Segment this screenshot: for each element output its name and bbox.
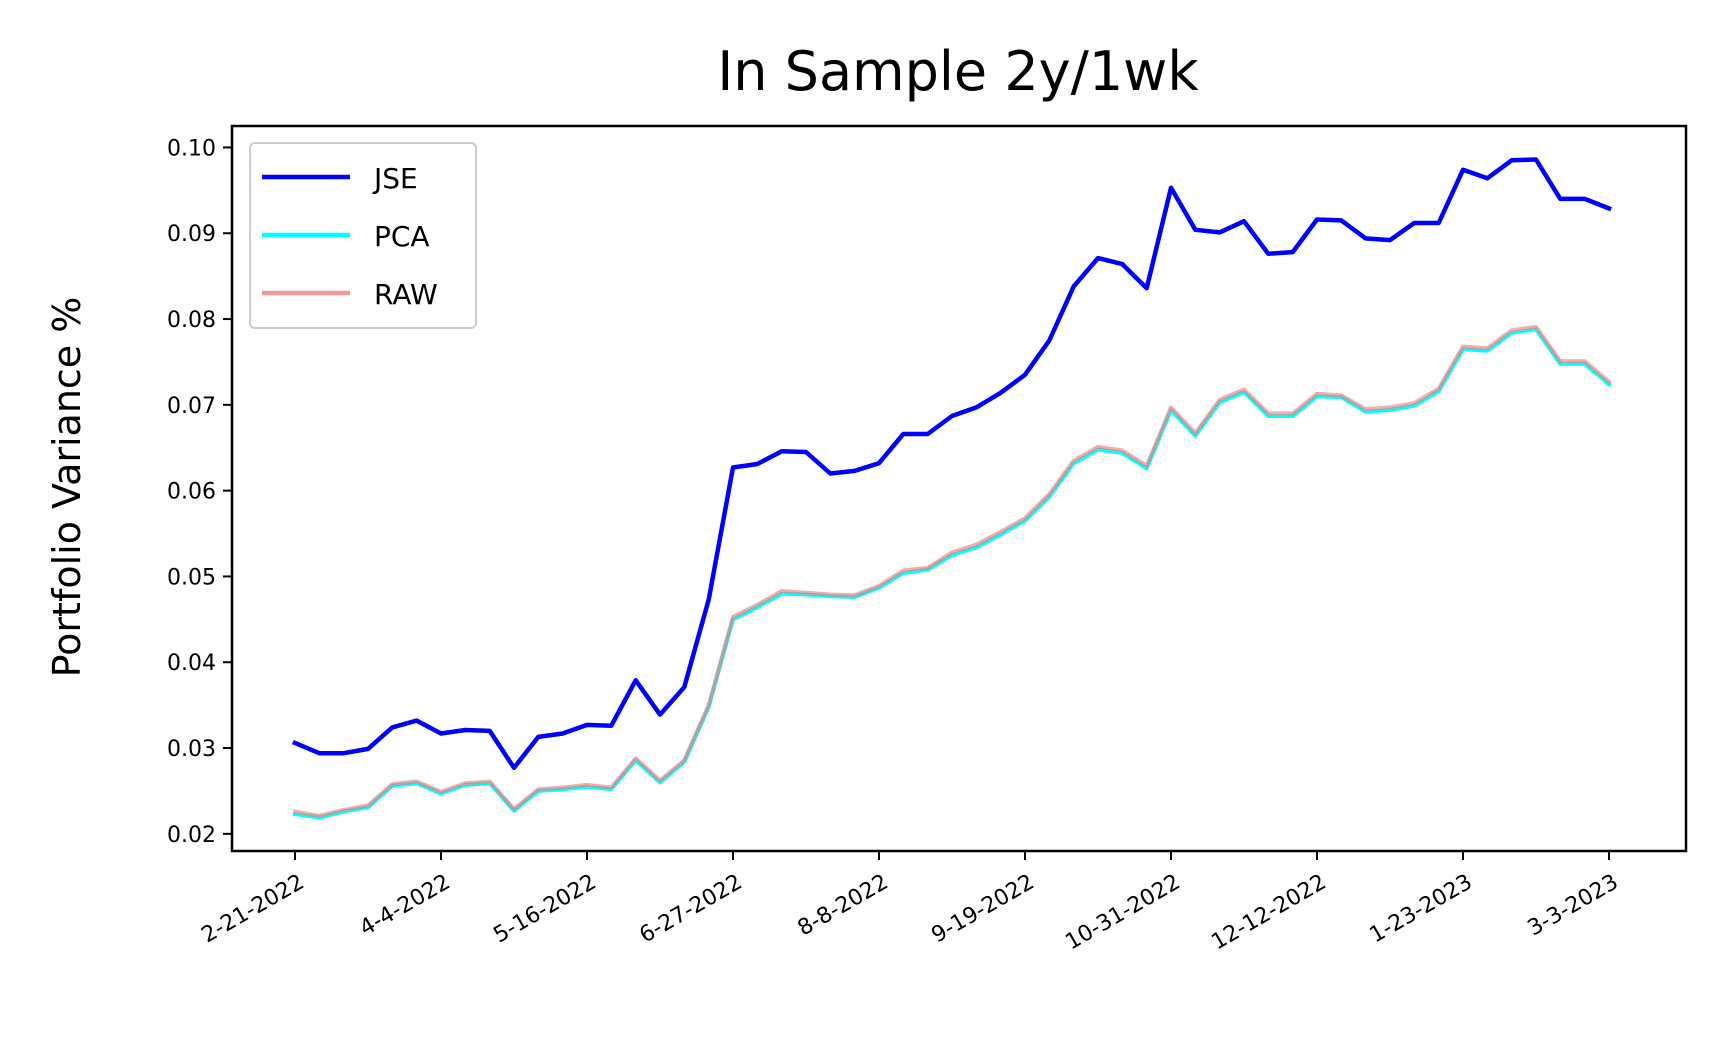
plot-frame	[230, 124, 1688, 853]
y-tick-label: 0.02	[167, 823, 216, 848]
x-tick-label: 1-23-2023	[1365, 870, 1476, 949]
legend-label-pca: PCA	[374, 220, 430, 253]
legend-label-jse: JSE	[372, 162, 418, 195]
chart-title: In Sample 2y/1wk	[717, 40, 1199, 103]
x-tick-label: 9-19-2022	[927, 870, 1038, 949]
legend-label-raw: RAW	[374, 278, 438, 311]
legend-box	[249, 142, 477, 329]
x-tick-label: 10-31-2022	[1061, 870, 1184, 956]
series-layer	[292, 157, 1612, 820]
x-tick-label: 6-27-2022	[635, 870, 746, 949]
y-tick-label: 0.04	[167, 651, 216, 676]
y-tick-label: 0.08	[167, 308, 216, 333]
y-tick-label: 0.10	[167, 136, 216, 161]
x-tick-label: 4-4-2022	[356, 870, 455, 942]
x-tick-label: 5-16-2022	[489, 870, 600, 949]
y-tick-label: 0.09	[167, 222, 216, 247]
x-axis: 2-21-2022 4-4-2022 5-16-2022 6-27-2022 8-8-2…	[197, 851, 1623, 956]
y-axis-label: Portfolio Variance %	[45, 297, 89, 678]
legend: JSE PCA RAW	[249, 142, 477, 329]
series-line-raw	[292, 324, 1612, 818]
x-tick-label: 12-12-2022	[1207, 870, 1330, 956]
series-line-jse	[292, 157, 1612, 771]
y-tick-label: 0.05	[167, 565, 216, 590]
y-tick-label: 0.07	[167, 394, 216, 419]
x-tick-label: 8-8-2022	[794, 870, 893, 942]
y-tick-label: 0.03	[167, 737, 216, 762]
y-tick-label: 0.06	[167, 480, 216, 505]
x-tick-label: 2-21-2022	[197, 870, 308, 949]
x-tick-label: 3-3-2023	[1524, 870, 1623, 942]
y-axis: 0.02 0.03 0.04 0.05 0.06 0.07 0.08 0.09 0.10	[167, 136, 232, 848]
